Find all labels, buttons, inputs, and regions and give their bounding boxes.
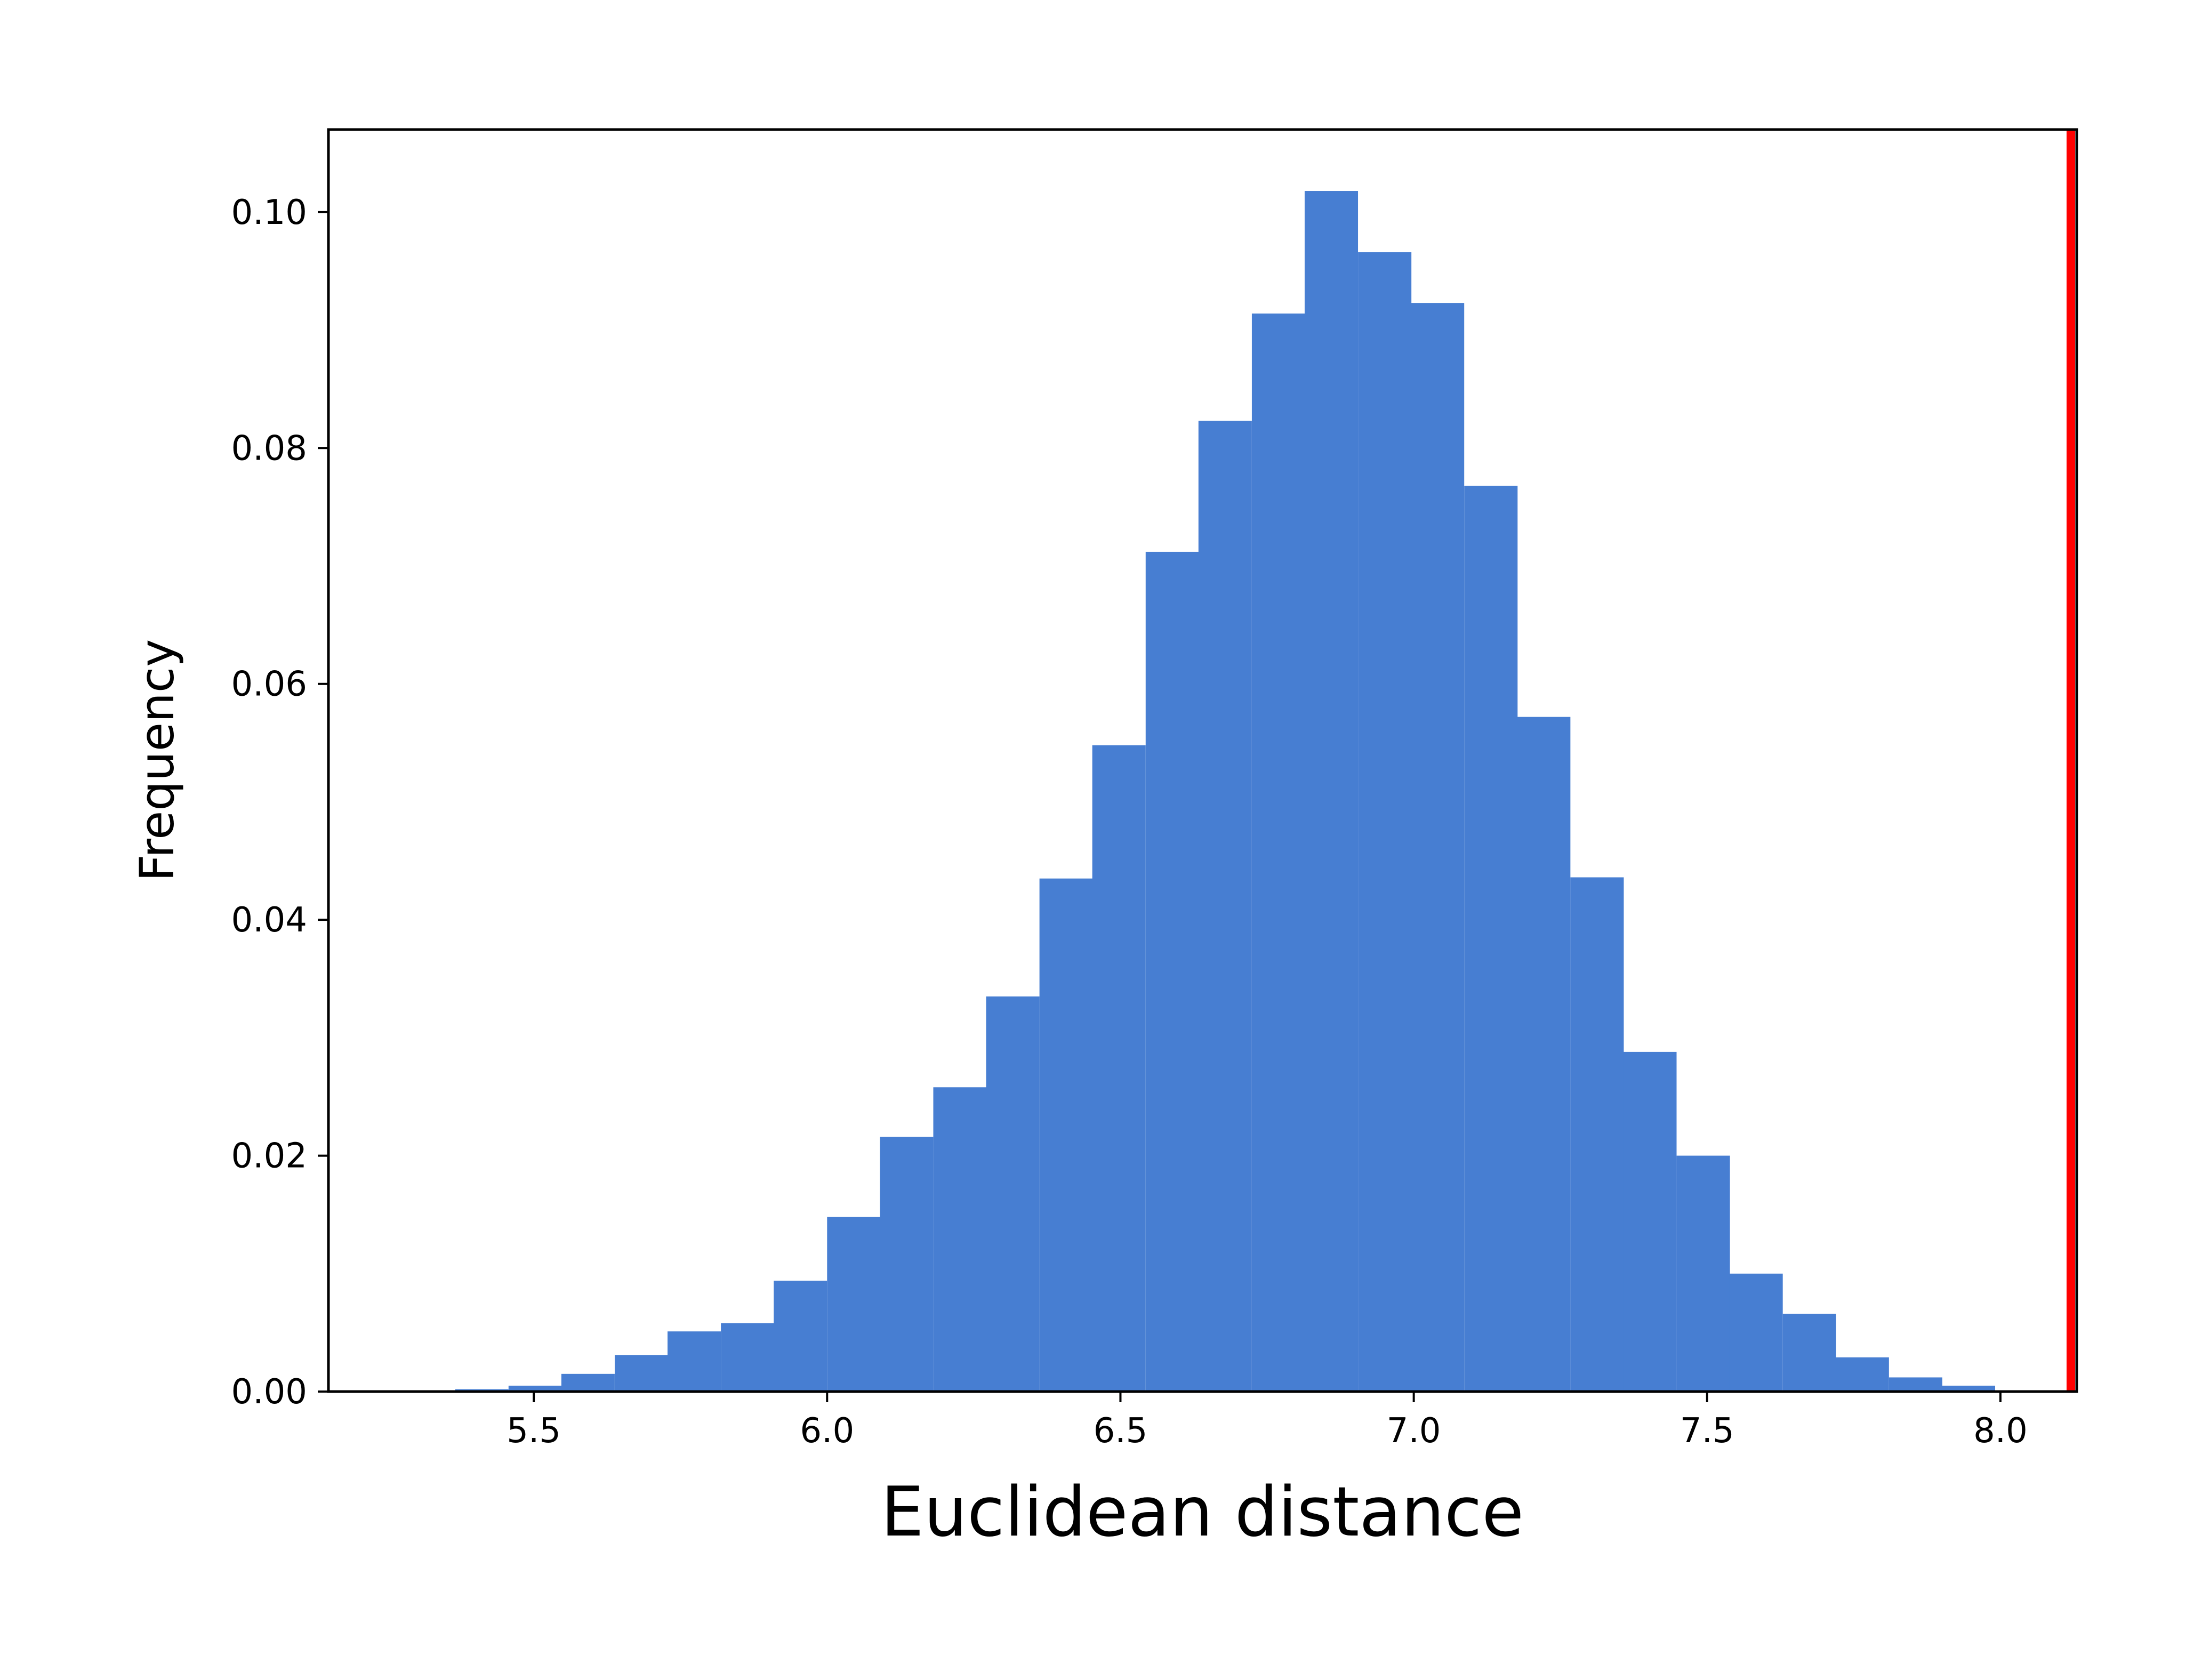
histogram-bar-2 bbox=[561, 1373, 615, 1392]
y-tick-label-5: 0.10 bbox=[231, 193, 308, 232]
histogram-bar-19 bbox=[1464, 486, 1518, 1392]
histogram-bar-24 bbox=[1729, 1273, 1783, 1392]
histogram-bar-10 bbox=[986, 996, 1040, 1392]
x-axis-label: Euclidean distance bbox=[881, 1473, 1524, 1552]
y-tick-label-4: 0.08 bbox=[231, 429, 308, 468]
histogram-bar-23 bbox=[1676, 1155, 1730, 1392]
x-tick-label-0: 5.5 bbox=[507, 1411, 561, 1451]
histogram-bar-12 bbox=[1092, 745, 1146, 1392]
histogram-bar-27 bbox=[1888, 1377, 1942, 1392]
histogram-bar-7 bbox=[827, 1217, 881, 1392]
histogram-bar-20 bbox=[1517, 717, 1571, 1392]
y-tick-label-2: 0.04 bbox=[231, 901, 308, 940]
histogram-bar-18 bbox=[1411, 303, 1465, 1392]
x-axis-ticks: 5.5 6.0 6.5 7.0 7.5 8.0 bbox=[507, 1392, 2028, 1451]
histogram-bar-5 bbox=[721, 1323, 775, 1392]
histogram-bar-21 bbox=[1570, 877, 1624, 1392]
x-tick-label-2: 6.5 bbox=[1094, 1411, 1148, 1451]
axes-frame bbox=[327, 128, 2078, 1393]
histogram-bar-13 bbox=[1145, 551, 1199, 1392]
histogram-bar-26 bbox=[1835, 1357, 1889, 1392]
y-tick-label-3: 0.06 bbox=[231, 665, 308, 704]
y-tick-label-1: 0.02 bbox=[231, 1137, 308, 1176]
histogram-bar-11 bbox=[1039, 878, 1093, 1392]
histogram-bar-8 bbox=[880, 1137, 934, 1392]
x-tick-label-4: 7.5 bbox=[1680, 1411, 1734, 1451]
histogram-bar-4 bbox=[667, 1331, 721, 1392]
y-tick-label-0: 0.00 bbox=[231, 1372, 308, 1412]
reference-line-group bbox=[2066, 130, 2075, 1392]
histogram-bar-25 bbox=[1782, 1313, 1836, 1392]
histogram-bar-1 bbox=[508, 1385, 562, 1392]
x-tick-label-1: 6.0 bbox=[800, 1411, 854, 1451]
histogram-bar-15 bbox=[1251, 314, 1306, 1392]
y-axis-label: Frequency bbox=[130, 639, 184, 882]
histogram-bar-22 bbox=[1623, 1051, 1677, 1392]
histogram-bars bbox=[455, 191, 1996, 1392]
histogram-bar-9 bbox=[933, 1087, 987, 1392]
histogram-bar-14 bbox=[1198, 421, 1252, 1392]
histogram-bar-6 bbox=[774, 1281, 827, 1392]
histogram-bar-3 bbox=[614, 1355, 669, 1392]
reference-line bbox=[2066, 130, 2075, 1392]
histogram-bar-16 bbox=[1304, 191, 1359, 1392]
histogram-bar-28 bbox=[1941, 1385, 1996, 1392]
y-axis-ticks: 0.00 0.02 0.04 0.06 0.08 0.10 bbox=[231, 193, 328, 1412]
x-tick-label-3: 7.0 bbox=[1387, 1411, 1441, 1451]
x-tick-label-5: 8.0 bbox=[1973, 1411, 2028, 1451]
histogram-bar-17 bbox=[1358, 252, 1412, 1392]
